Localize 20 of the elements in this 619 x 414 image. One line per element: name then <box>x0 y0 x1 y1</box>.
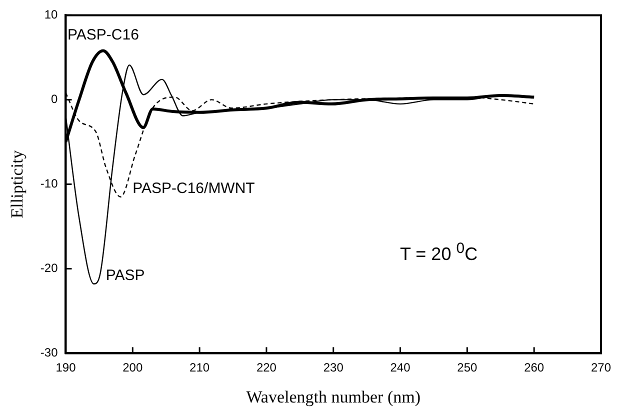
x-tick-label: 220 <box>256 360 277 375</box>
y-tick-label: -10 <box>40 176 58 191</box>
series-label: PASP-C16/MWNT <box>132 180 255 198</box>
series-label: PASP-C16 <box>68 26 139 44</box>
x-tick-label: 210 <box>190 360 210 375</box>
x-tick-label: 270 <box>590 360 612 375</box>
y-tick-label: -20 <box>40 261 58 276</box>
series-label: PASP <box>106 267 145 284</box>
x-tick-label: 240 <box>390 360 411 375</box>
x-tick-label: 230 <box>323 360 344 375</box>
annotation: T = 20 $^{0}$C <box>400 240 478 265</box>
x-tick-label: 190 <box>56 360 76 375</box>
y-tick-label: -30 <box>40 346 58 360</box>
y-axis-title: Ellipticity <box>8 150 27 218</box>
x-tick-label: 200 <box>122 360 143 375</box>
x-axis-title: Wavelength number (nm) <box>246 387 420 406</box>
x-tick-label: 250 <box>457 360 478 375</box>
x-tick-label: 260 <box>524 360 544 375</box>
y-tick-label: 10 <box>44 8 58 22</box>
y-tick-label: 0 <box>51 92 58 106</box>
